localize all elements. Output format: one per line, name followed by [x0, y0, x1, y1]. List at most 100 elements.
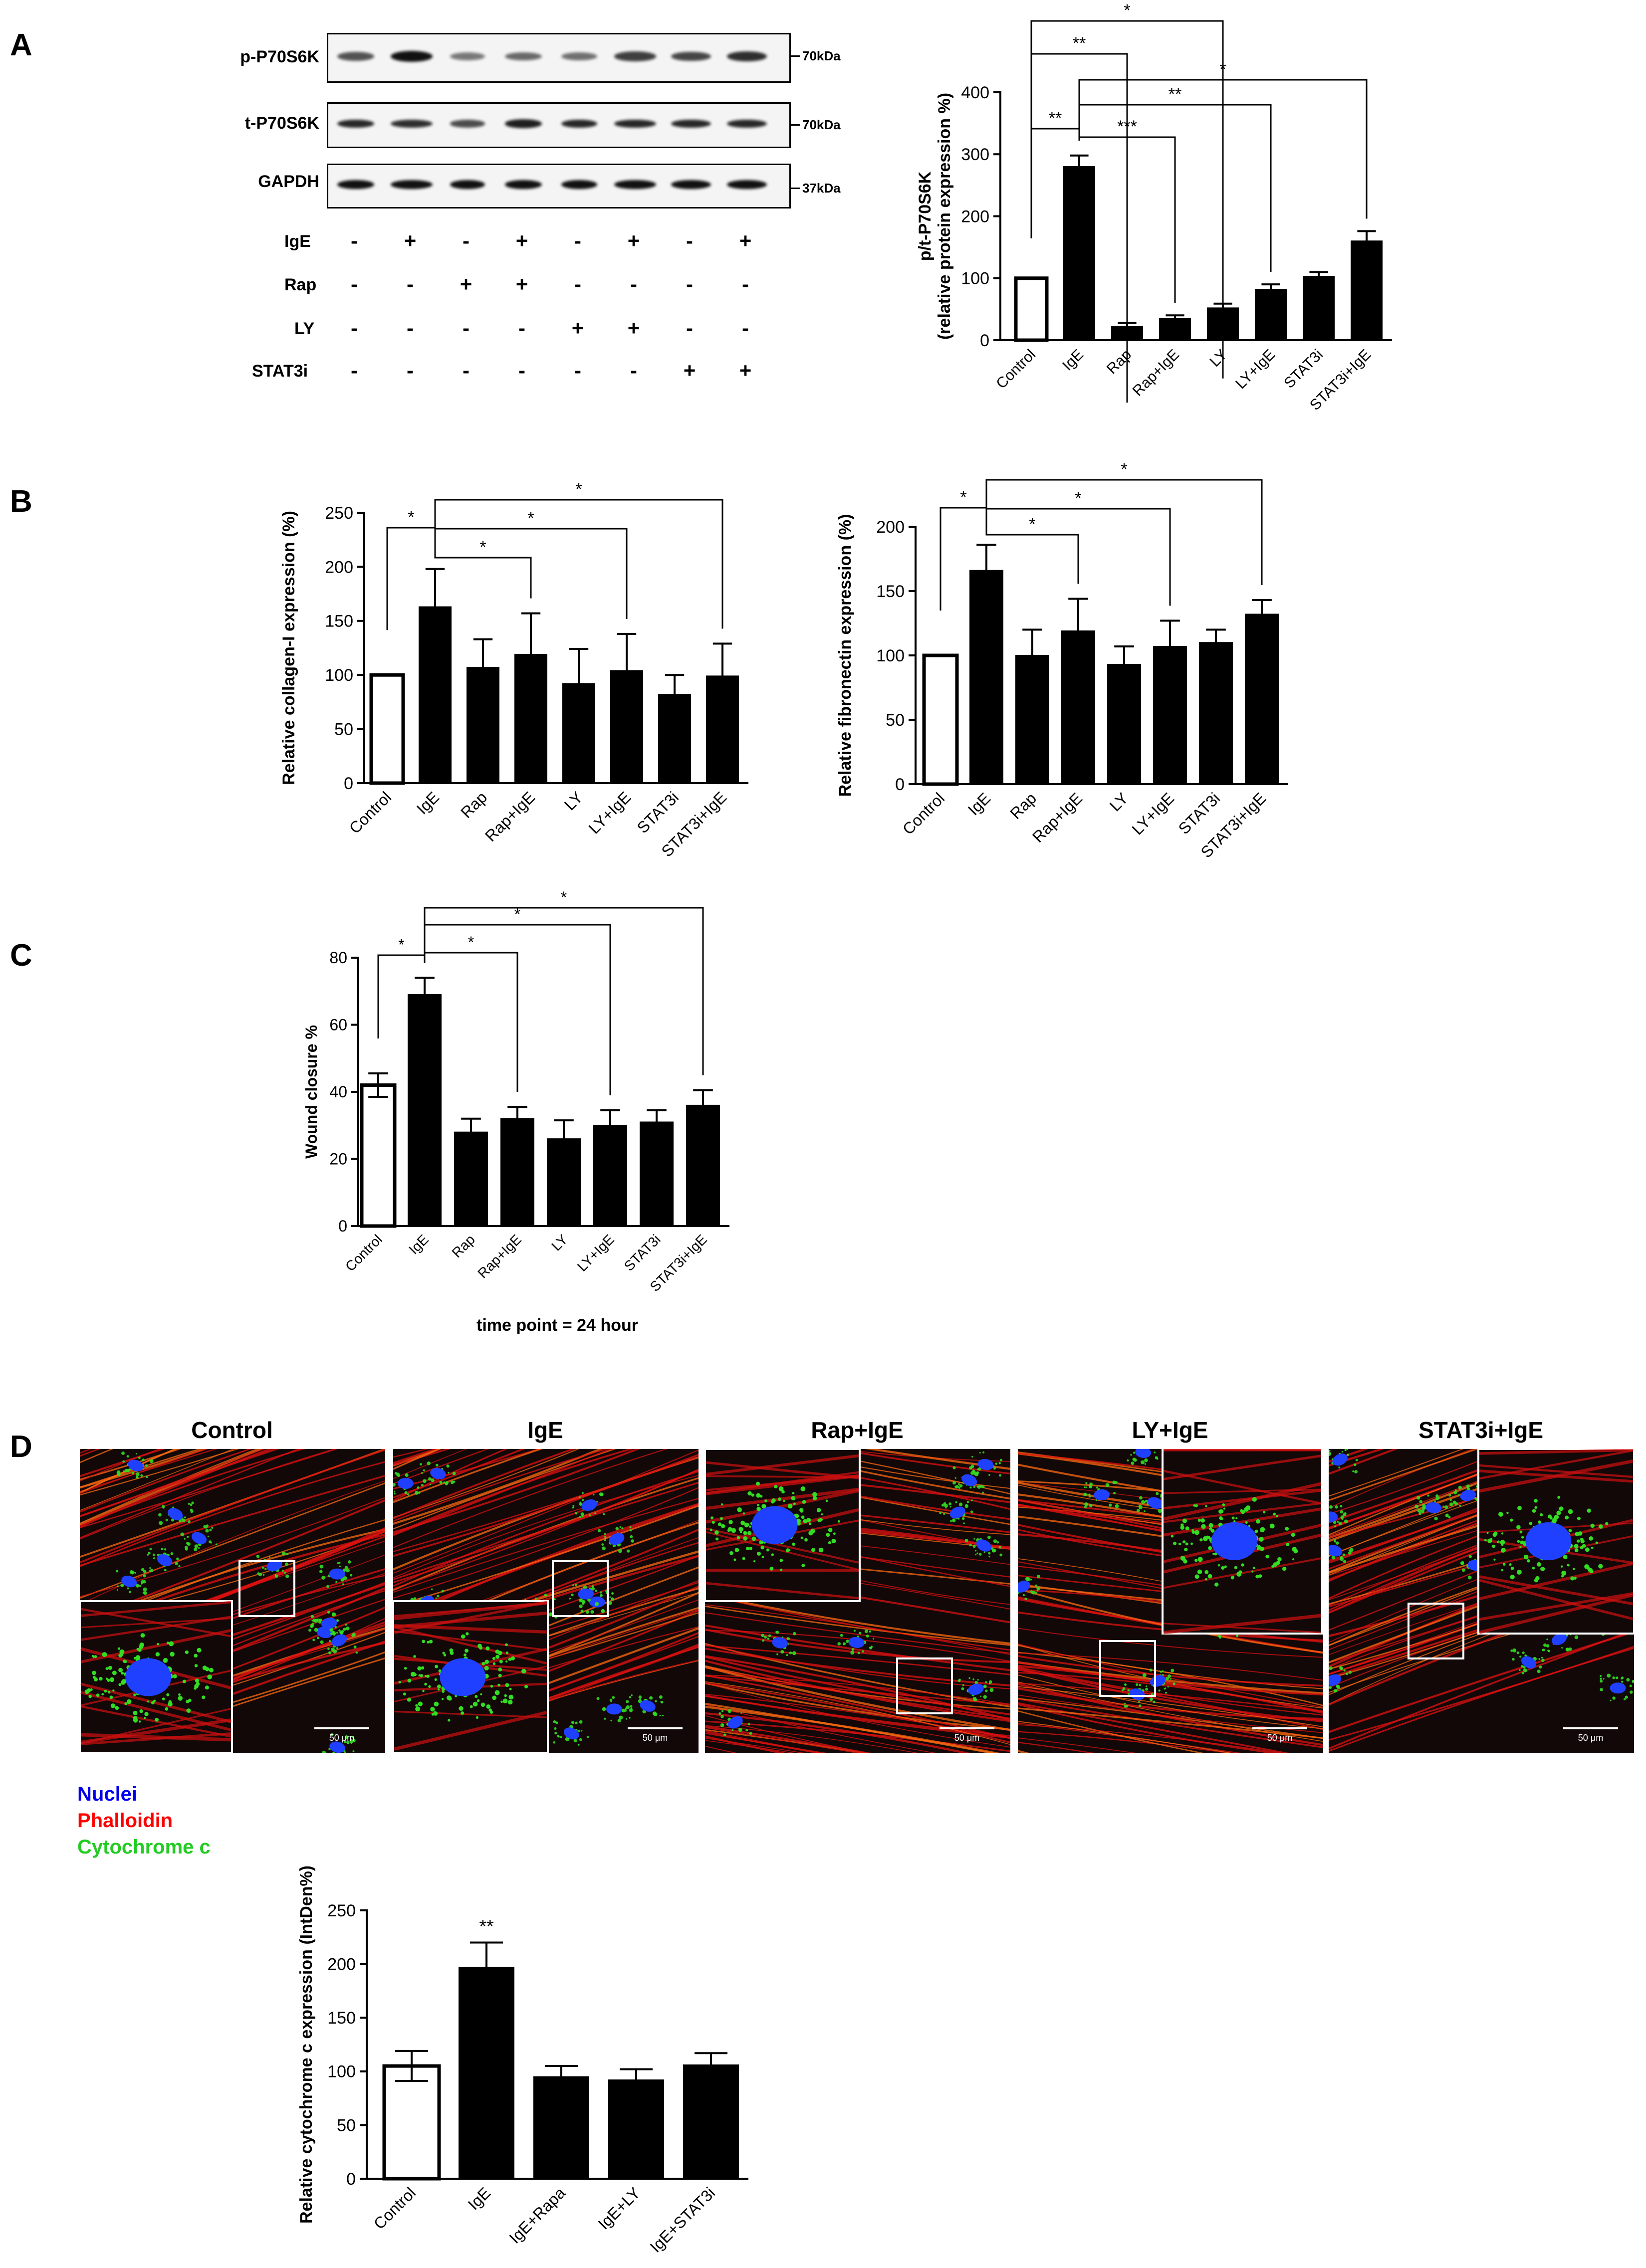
mitochondria-dot [450, 1480, 455, 1484]
mitochondria-dot [1341, 1450, 1344, 1453]
inset-mitochondria [1519, 1546, 1522, 1548]
significance-label: * [408, 508, 414, 527]
mitochondria-dot [1538, 1658, 1541, 1660]
inset-mitochondria [1255, 1575, 1259, 1579]
y-tick-label: 60 [329, 1016, 347, 1034]
inset-mitochondria [433, 1711, 438, 1716]
inset-mitochondria [756, 1551, 761, 1556]
mitochondria-dot [991, 1547, 994, 1550]
inset-mitochondria [88, 1694, 92, 1698]
mitochondria-dot [452, 1471, 456, 1475]
mitochondria-dot [147, 1554, 149, 1556]
mitochondria-dot [994, 1467, 996, 1469]
mitochondria-dot [149, 1459, 154, 1463]
bar [922, 653, 959, 786]
mitochondria-dot [554, 1598, 556, 1600]
inset-mitochondria [209, 1667, 214, 1672]
mitochondria-dot [1512, 1657, 1515, 1661]
mitochondria-dot [970, 1464, 974, 1468]
nucleus [640, 1700, 656, 1712]
mitochondria-dot [198, 1547, 200, 1549]
mitochondria-dot [188, 1520, 191, 1523]
treatment-sign: + [404, 229, 417, 252]
micro-image: 50 μm [705, 1449, 1010, 1753]
mitochondria-dot [1539, 1665, 1542, 1669]
treatment-sign: - [407, 316, 414, 340]
mitochondria-dot [978, 1553, 982, 1556]
mitochondria-dot [989, 1688, 994, 1692]
mitochondria-dot [281, 1551, 286, 1556]
inset-mitochondria [1540, 1513, 1543, 1517]
inset-mitochondria [1493, 1558, 1496, 1561]
mitochondria-dot [418, 1491, 421, 1494]
inset-mitochondria [715, 1537, 719, 1541]
x-tick-label: Control [342, 1232, 385, 1274]
mitochondria-dot [184, 1545, 188, 1549]
mitochondria-dot [1448, 1515, 1451, 1519]
zoom-inset [393, 1600, 549, 1753]
mitochondria-dot [344, 1741, 347, 1744]
actin-fiber [1329, 1647, 1634, 1752]
inset-mitochondria [484, 1659, 489, 1664]
y-tick-label: 0 [344, 774, 353, 793]
inset-mitochondria [1238, 1570, 1242, 1574]
blot-band [505, 52, 542, 61]
zoom-inset [1477, 1449, 1634, 1635]
mitochondria-dot [950, 1520, 952, 1522]
micro-panel-title: LY+IgE [1132, 1417, 1208, 1443]
inset-mitochondria [788, 1549, 791, 1552]
mitochondria-dot [1156, 1492, 1159, 1495]
significance-label: * [575, 480, 582, 499]
significance-bracket [985, 530, 1079, 584]
significance-label: * [1124, 1, 1130, 20]
mitochondria-dot [1089, 1495, 1091, 1498]
inset-mitochondria [733, 1558, 736, 1561]
y-axis-label: Wound closure % [302, 1025, 320, 1159]
mitochondria-dot [1434, 1516, 1438, 1520]
mitochondria-dot [869, 1630, 872, 1633]
nucleus [1018, 1580, 1030, 1593]
mitochondria-dot [649, 1696, 653, 1700]
micro-image: 50 μm [80, 1449, 385, 1753]
treatment-sign: - [351, 272, 358, 296]
mitochondria-dot [117, 1589, 119, 1591]
inset-mitochondria [508, 1657, 512, 1661]
mitochondria-dot [126, 1455, 129, 1458]
y-tick-label: 200 [325, 558, 353, 577]
mitochondria-dot [873, 1638, 875, 1640]
inset-mitochondria [1561, 1565, 1563, 1568]
inset-mitochondria [443, 1653, 447, 1656]
inset-mitochondria [1241, 1510, 1245, 1514]
mitochondria-dot [549, 1613, 552, 1617]
inset-mitochondria [124, 1702, 128, 1705]
mitochondria-dot [1349, 1548, 1354, 1552]
actin-fiber [393, 1468, 699, 1590]
inset-mitochondria [1235, 1517, 1238, 1519]
mitochondria-dot [445, 1481, 449, 1485]
actin-fiber [393, 1449, 699, 1574]
mitochondria-dot [148, 1551, 151, 1555]
mitochondria-dot [1127, 1459, 1129, 1462]
mitochondria-dot [1344, 1449, 1347, 1451]
mitochondria-dot [1354, 1470, 1358, 1474]
mitochondria-dot [599, 1594, 603, 1597]
mitochondria-dot [429, 1483, 432, 1485]
mitochondria-dot [274, 1574, 278, 1578]
inset-mitochondria [1605, 1522, 1609, 1525]
actin-fiber [393, 1449, 489, 1484]
inset-fiber [705, 1489, 859, 1524]
mitochondria-dot [579, 1516, 581, 1518]
inset-mitochondria [1574, 1544, 1579, 1549]
mitochondria-dot [985, 1681, 987, 1683]
mitochondria-dot [964, 1504, 968, 1508]
actin-fiber [393, 1456, 699, 1552]
mitochondria-dot [604, 1538, 607, 1540]
inset-fiber [1479, 1562, 1634, 1601]
y-tick-label: 250 [325, 504, 353, 523]
mitochondria-dot [601, 1543, 604, 1546]
mitochondria-dot [1334, 1540, 1336, 1543]
mitochondria-dot [1343, 1669, 1346, 1672]
mitochondria-dot [1164, 1688, 1166, 1690]
inset-mitochondria [427, 1641, 430, 1644]
mitochondria-dot [1600, 1675, 1602, 1677]
